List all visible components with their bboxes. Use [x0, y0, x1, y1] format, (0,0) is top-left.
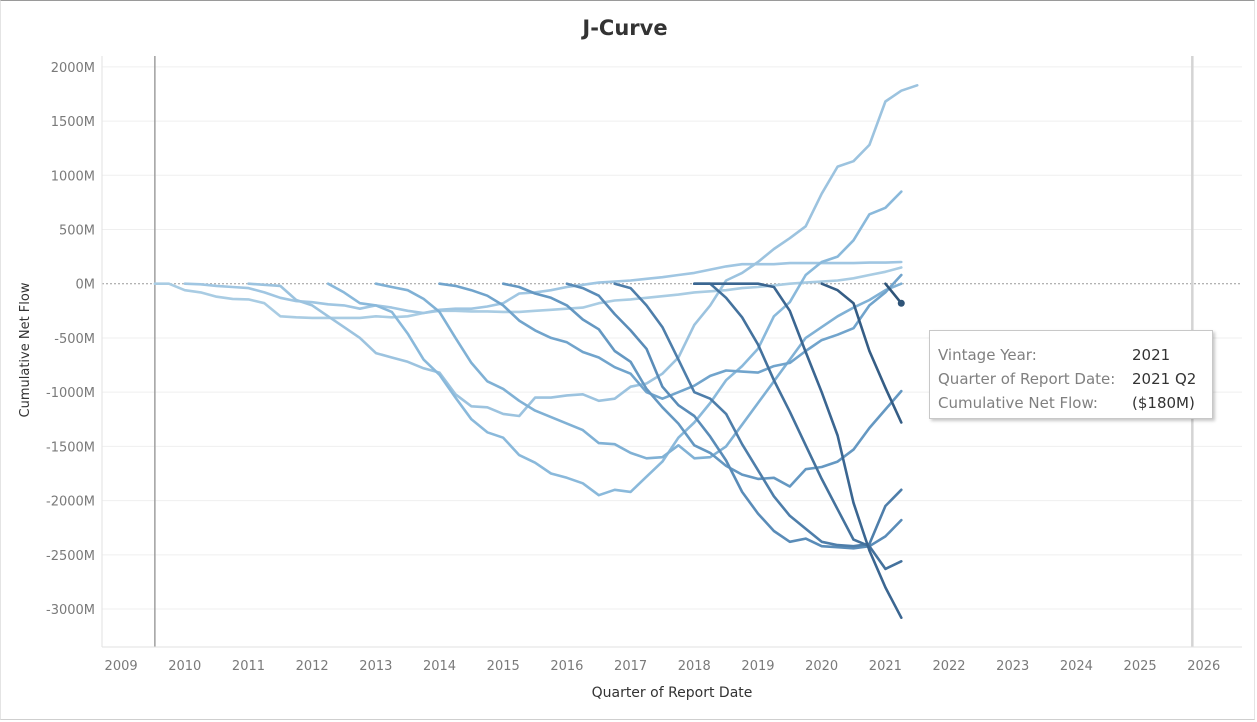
- series-line[interactable]: [820, 282, 903, 424]
- x-tick-label: 2020: [805, 659, 838, 674]
- y-tick-label: -1500M: [46, 440, 95, 455]
- axes: 2000M 1500M 1000M 500M 0M -500M -1000M -1500M -2…: [46, 56, 1242, 674]
- x-tick-label: 2009: [105, 659, 138, 674]
- tooltip-value: 2021: [1132, 346, 1171, 364]
- tooltip-label: Cumulative Net Flow:: [938, 394, 1098, 412]
- x-axis-title: Quarter of Report Date: [592, 685, 753, 701]
- y-tick-label: 500M: [59, 224, 95, 239]
- highlighted-point[interactable]: [897, 299, 905, 307]
- chart-title: J-Curve: [582, 16, 668, 40]
- series-line[interactable]: [153, 266, 903, 320]
- y-tick-label: 1500M: [51, 115, 95, 130]
- tooltip-row-quarter: Quarter of Report Date: 2021 Q2: [938, 367, 1212, 391]
- y-tick-label: 2000M: [51, 61, 95, 76]
- x-tick-label: 2021: [869, 659, 902, 674]
- y-tick-label: -2000M: [46, 495, 95, 510]
- series-line[interactable]: [613, 282, 903, 548]
- y-axis-title: Cumulative Net Flow: [18, 282, 33, 417]
- series-line[interactable]: [693, 282, 903, 619]
- y-tick-label: -3000M: [46, 603, 95, 618]
- x-tick-label: 2026: [1187, 659, 1220, 674]
- tooltip-label: Quarter of Report Date:: [938, 370, 1116, 388]
- x-tick-label: 2022: [932, 659, 965, 674]
- series-line[interactable]: [501, 282, 903, 488]
- series-line[interactable]: [884, 282, 903, 305]
- x-tick-label: 2010: [168, 659, 201, 674]
- tooltip-value: 2021 Q2: [1132, 370, 1197, 388]
- series-line[interactable]: [183, 260, 903, 315]
- x-tick-label: 2024: [1060, 659, 1093, 674]
- tooltip-row-vintage: Vintage Year: 2021: [938, 343, 1212, 367]
- series-line[interactable]: [565, 282, 903, 550]
- series-line[interactable]: [326, 190, 903, 497]
- x-tick-label: 2016: [550, 659, 583, 674]
- x-tick-label: 2025: [1124, 659, 1157, 674]
- x-tick-label: 2013: [359, 659, 392, 674]
- tooltip: Vintage Year: 2021 Quarter of Report Dat…: [929, 330, 1213, 419]
- x-tick-label: 2018: [678, 659, 711, 674]
- x-tick-label: 2017: [614, 659, 647, 674]
- x-tick-label: 2014: [423, 659, 456, 674]
- y-tick-label: -2500M: [46, 549, 95, 564]
- series-line[interactable]: [374, 282, 903, 460]
- y-tick-label: -1000M: [46, 386, 95, 401]
- tooltip-label: Vintage Year:: [938, 346, 1037, 364]
- series-lines[interactable]: [153, 84, 919, 619]
- y-tick-label: 1000M: [51, 169, 95, 184]
- series-line[interactable]: [247, 84, 919, 418]
- y-tick-label: -500M: [54, 332, 95, 347]
- series-line[interactable]: [438, 273, 903, 400]
- tooltip-row-flow: Cumulative Net Flow: ($180M): [938, 391, 1212, 415]
- tooltip-value: ($180M): [1132, 394, 1195, 412]
- x-tick-label: 2019: [741, 659, 774, 674]
- x-tick-label: 2023: [996, 659, 1029, 674]
- x-tick-label: 2012: [296, 659, 329, 674]
- x-tick-label: 2011: [232, 659, 265, 674]
- x-tick-label: 2015: [487, 659, 520, 674]
- y-tick-label: 0M: [76, 278, 96, 293]
